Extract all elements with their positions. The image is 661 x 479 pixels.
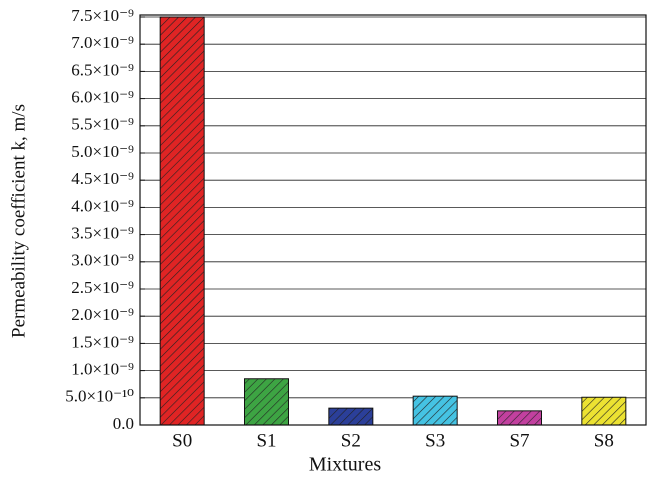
y-tick-label: 4.0×10⁻⁹ [71,196,134,215]
x-axis-label: Mixtures [309,454,381,476]
x-tick-label: S3 [425,430,445,451]
bar [497,410,542,426]
x-tick-label: S1 [256,430,276,451]
y-tick-label: 5.0×10⁻⁹ [71,142,134,161]
bar [581,396,627,426]
bar [412,395,458,426]
plot-frame [139,14,647,426]
y-tick-label: 3.5×10⁻⁹ [71,224,134,243]
y-tick-label: 2.0×10⁻⁹ [71,305,134,324]
y-tick-label: 7.0×10⁻⁹ [71,33,134,52]
y-tick-label: 1.5×10⁻⁹ [71,332,134,351]
y-tick-label: 3.0×10⁻⁹ [71,251,134,270]
y-tick-label: 2.5×10⁻⁹ [71,278,134,297]
y-tick-label: 7.5×10⁻⁹ [71,6,134,25]
x-tick-label: S7 [509,430,529,451]
x-tick-label: S8 [594,430,614,451]
bar [244,378,289,426]
bar [159,16,205,426]
bar [328,407,374,426]
y-axis-label: Permeability coefficient k, m/s [8,104,29,338]
x-tick-label: S0 [172,430,192,451]
y-tick-label: 5.5×10⁻⁹ [71,115,134,134]
y-tick-label: 5.0×10⁻¹⁰ [65,387,134,406]
y-tick-label: 4.5×10⁻⁹ [71,169,134,188]
y-tick-label: 6.5×10⁻⁹ [71,60,134,79]
y-tick-label: 0.0 [113,414,134,433]
x-tick-label: S2 [341,430,361,451]
y-tick-label: 6.0×10⁻⁹ [71,88,134,107]
y-tick-label: 1.0×10⁻⁹ [71,360,134,379]
